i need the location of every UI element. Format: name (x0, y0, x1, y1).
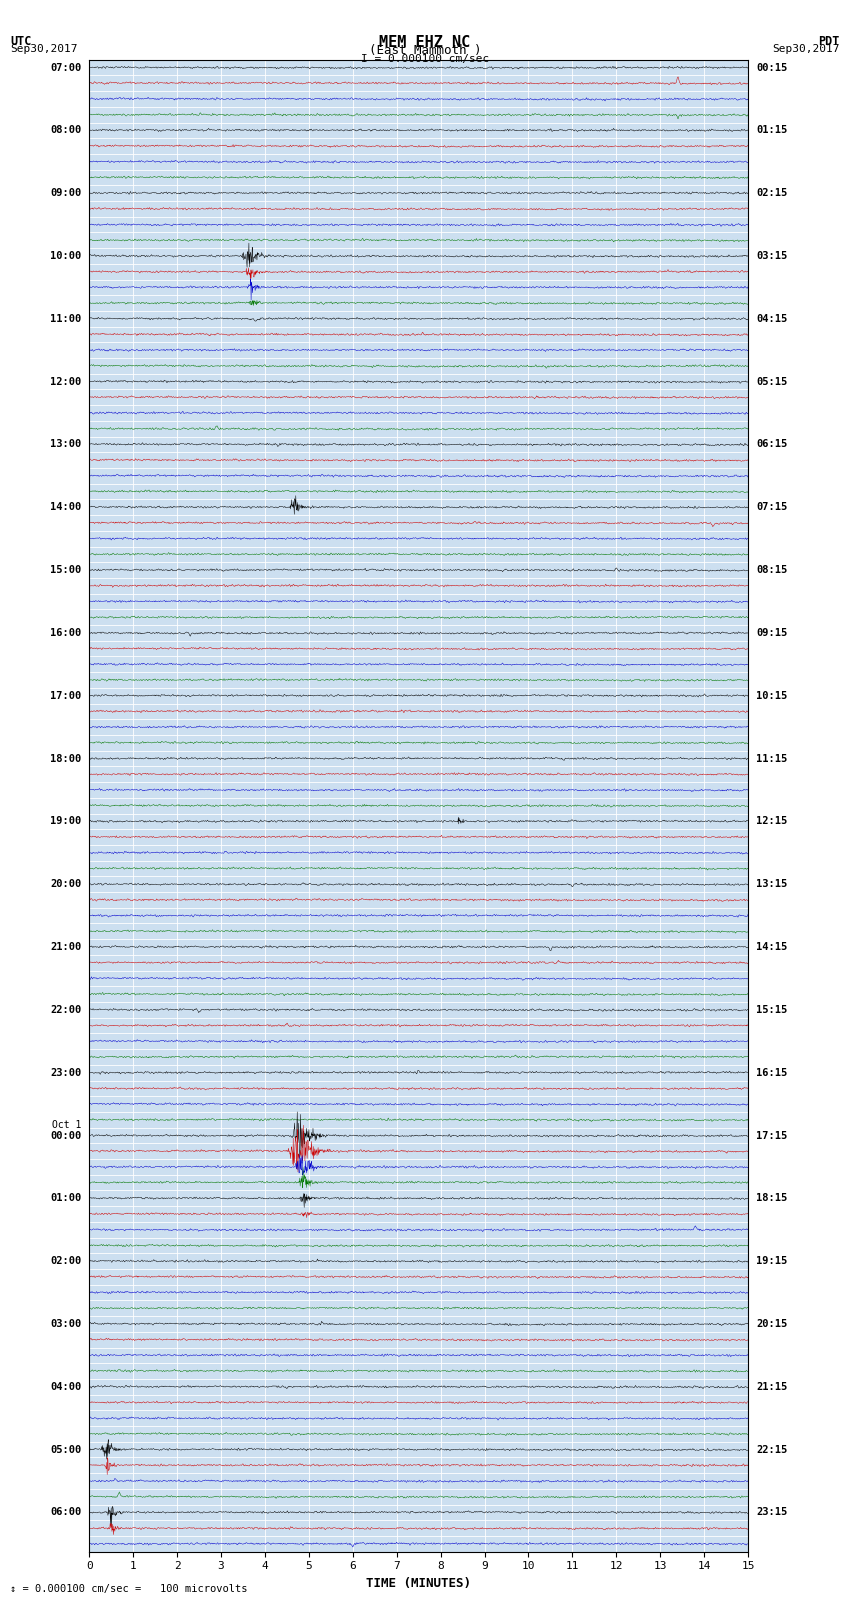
Text: 12:00: 12:00 (50, 377, 82, 387)
Text: 06:15: 06:15 (756, 439, 787, 450)
Text: Sep30,2017: Sep30,2017 (10, 44, 77, 55)
Text: 05:00: 05:00 (50, 1445, 82, 1455)
Text: 18:15: 18:15 (756, 1194, 787, 1203)
Text: 06:00: 06:00 (50, 1508, 82, 1518)
Text: 22:00: 22:00 (50, 1005, 82, 1015)
Text: 17:00: 17:00 (50, 690, 82, 700)
Text: 23:15: 23:15 (756, 1508, 787, 1518)
Text: 10:00: 10:00 (50, 252, 82, 261)
Text: 04:00: 04:00 (50, 1382, 82, 1392)
Text: 07:15: 07:15 (756, 502, 787, 513)
Text: 13:00: 13:00 (50, 439, 82, 450)
Text: UTC: UTC (10, 35, 31, 48)
Text: 02:00: 02:00 (50, 1257, 82, 1266)
Text: 20:15: 20:15 (756, 1319, 787, 1329)
Text: 21:15: 21:15 (756, 1382, 787, 1392)
Text: 13:15: 13:15 (756, 879, 787, 889)
Text: Sep30,2017: Sep30,2017 (773, 44, 840, 55)
Text: 12:15: 12:15 (756, 816, 787, 826)
Text: 02:15: 02:15 (756, 189, 787, 198)
Text: 00:15: 00:15 (756, 63, 787, 73)
X-axis label: TIME (MINUTES): TIME (MINUTES) (366, 1578, 471, 1590)
Text: I = 0.000100 cm/sec: I = 0.000100 cm/sec (361, 53, 489, 63)
Text: 01:00: 01:00 (50, 1194, 82, 1203)
Text: 16:15: 16:15 (756, 1068, 787, 1077)
Text: 14:00: 14:00 (50, 502, 82, 513)
Text: 04:15: 04:15 (756, 315, 787, 324)
Text: 03:15: 03:15 (756, 252, 787, 261)
Text: MEM EHZ NC: MEM EHZ NC (379, 35, 471, 50)
Text: 00:00: 00:00 (50, 1131, 82, 1140)
Text: 19:00: 19:00 (50, 816, 82, 826)
Text: 07:00: 07:00 (50, 63, 82, 73)
Text: 19:15: 19:15 (756, 1257, 787, 1266)
Text: 22:15: 22:15 (756, 1445, 787, 1455)
Text: (East Mammoth ): (East Mammoth ) (369, 44, 481, 58)
Text: 18:00: 18:00 (50, 753, 82, 763)
Text: 23:00: 23:00 (50, 1068, 82, 1077)
Text: Oct 1: Oct 1 (52, 1119, 82, 1129)
Text: 20:00: 20:00 (50, 879, 82, 889)
Text: 17:15: 17:15 (756, 1131, 787, 1140)
Text: ↕ = 0.000100 cm/sec =   100 microvolts: ↕ = 0.000100 cm/sec = 100 microvolts (10, 1584, 247, 1594)
Text: 08:15: 08:15 (756, 565, 787, 576)
Text: 05:15: 05:15 (756, 377, 787, 387)
Text: 15:00: 15:00 (50, 565, 82, 576)
Text: 09:00: 09:00 (50, 189, 82, 198)
Text: 16:00: 16:00 (50, 627, 82, 637)
Text: 03:00: 03:00 (50, 1319, 82, 1329)
Text: 21:00: 21:00 (50, 942, 82, 952)
Text: 09:15: 09:15 (756, 627, 787, 637)
Text: 11:00: 11:00 (50, 315, 82, 324)
Text: 11:15: 11:15 (756, 753, 787, 763)
Text: 08:00: 08:00 (50, 126, 82, 135)
Text: 01:15: 01:15 (756, 126, 787, 135)
Text: PDT: PDT (819, 35, 840, 48)
Text: 10:15: 10:15 (756, 690, 787, 700)
Text: 15:15: 15:15 (756, 1005, 787, 1015)
Text: 14:15: 14:15 (756, 942, 787, 952)
